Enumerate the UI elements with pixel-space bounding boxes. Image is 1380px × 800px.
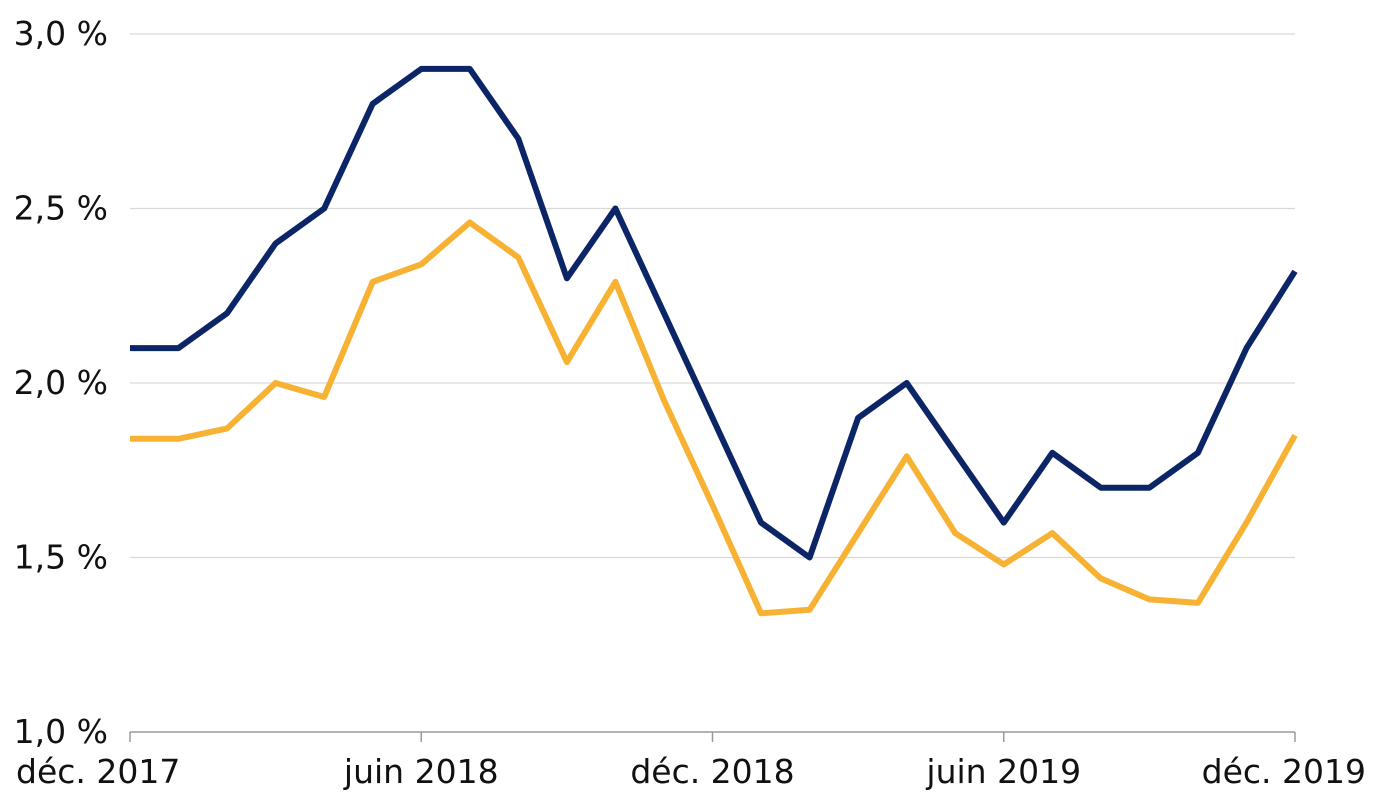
x-tick-label: juin 2018	[343, 752, 499, 791]
x-tick-label: déc. 2017	[16, 752, 180, 791]
y-tick-label: 3,0 %	[14, 14, 108, 53]
x-tick-label: juin 2019	[925, 752, 1081, 791]
series-lines	[130, 65, 1298, 617]
series-line-gold	[130, 219, 1298, 617]
grid-lines	[130, 33, 1295, 559]
y-tick-label: 2,0 %	[14, 363, 108, 402]
y-tick-labels: 1,0 % 1,5 % 2,0 % 2,5 % 3,0 %	[14, 14, 108, 751]
y-tick-label: 1,5 %	[14, 538, 108, 577]
x-axis	[129, 731, 1296, 742]
y-tick-label: 2,5 %	[14, 189, 108, 228]
x-tick-labels: déc. 2017 juin 2018 déc. 2018 juin 2019 déc.…	[16, 752, 1366, 791]
x-tick-label: déc. 2019	[1202, 752, 1366, 791]
series-line-navy	[130, 65, 1298, 561]
y-tick-label: 1,0 %	[14, 712, 108, 751]
x-tick-label: déc. 2018	[630, 752, 794, 791]
